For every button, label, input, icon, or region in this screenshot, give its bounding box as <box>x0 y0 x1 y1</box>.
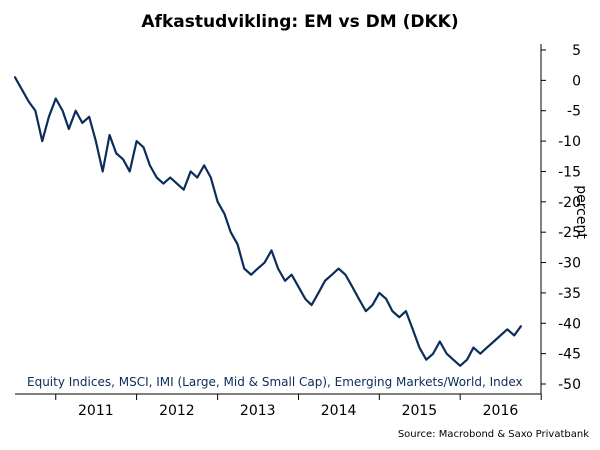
x-tick-label: 2014 <box>321 403 357 419</box>
y-tick-label: -30 <box>558 256 581 272</box>
series-label: Equity Indices, MSCI, IMI (Large, Mid & … <box>27 375 523 389</box>
y-tick-label: -45 <box>558 347 581 363</box>
y-axis-ticks: 5 0 -5 -10 -15 -20 -25 -30 -35 -40 -45 -50 <box>541 43 581 393</box>
y-tick-label: -15 <box>558 164 581 180</box>
y-tick-label: 5 <box>572 43 581 59</box>
x-tick-label: 2012 <box>159 403 195 419</box>
y-tick-label: 0 <box>572 73 581 89</box>
y-tick-label: -25 <box>558 225 581 241</box>
y-tick-label: -50 <box>558 377 581 393</box>
y-tick-label: -35 <box>558 286 581 302</box>
source-note: Source: Macrobond & Saxo Privatbank <box>398 429 589 440</box>
x-tick-label: 2013 <box>240 403 276 419</box>
x-tick-label: 2011 <box>78 403 114 419</box>
x-axis-ticks: 2011 2012 2013 2014 2015 2016 <box>55 394 542 419</box>
y-tick-label: -10 <box>558 134 581 150</box>
x-tick-label: 2015 <box>402 403 438 419</box>
x-tick-label: 2016 <box>483 403 519 419</box>
y-tick-label: -5 <box>567 104 581 120</box>
y-axis-label: percent <box>573 185 589 239</box>
chart-title: Afkastudvikling: EM vs DM (DKK) <box>141 12 458 32</box>
series-line <box>13 76 522 367</box>
y-tick-label: -20 <box>558 195 581 211</box>
y-tick-label: -40 <box>558 316 581 332</box>
